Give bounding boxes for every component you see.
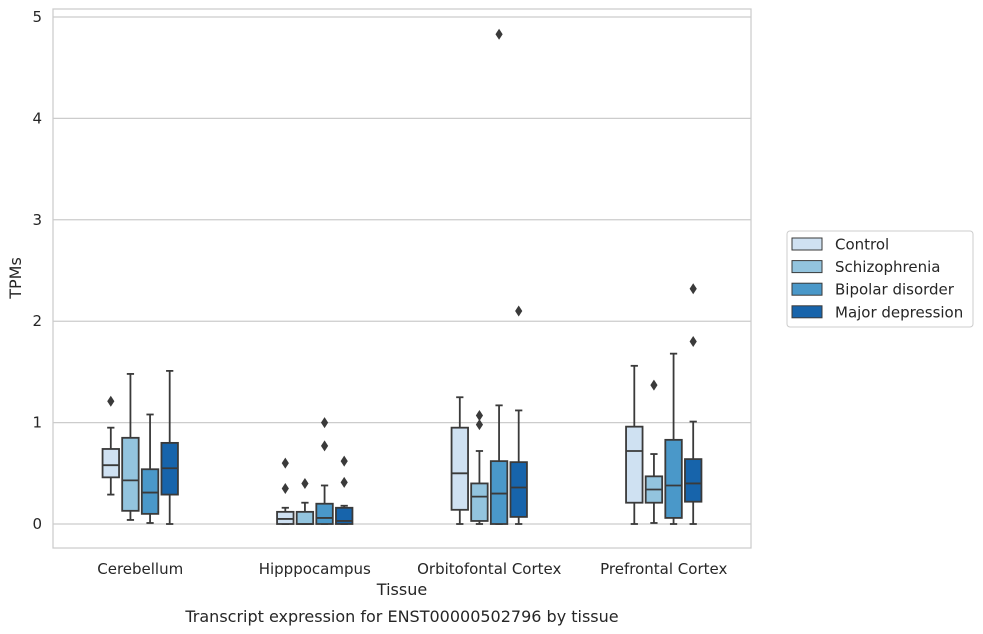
- box: [295, 477, 315, 525]
- y-tick-label: 0: [32, 515, 42, 533]
- outlier-point: [281, 483, 289, 495]
- box-body: [625, 425, 644, 504]
- category-group: [450, 28, 528, 525]
- outlier-point: [320, 417, 329, 429]
- legend-swatch: [791, 260, 823, 274]
- outlier-point: [495, 28, 503, 40]
- box: [450, 396, 469, 525]
- box-body: [315, 502, 334, 525]
- plot-frame: [52, 8, 752, 549]
- chart-title: Transcript expression for ENST0000050279…: [184, 607, 618, 626]
- x-tick-label: Orbitofontal Cortex: [417, 560, 561, 578]
- box-body: [489, 460, 509, 525]
- box-body: [684, 458, 703, 503]
- box-body: [450, 426, 469, 511]
- box: [644, 379, 664, 524]
- outlier-point: [301, 477, 309, 489]
- legend-swatch: [791, 282, 823, 296]
- box-body: [335, 506, 354, 525]
- y-tick-label: 4: [32, 109, 42, 127]
- y-axis-label: TPMs: [6, 257, 25, 300]
- box-body: [276, 510, 295, 525]
- box-body: [121, 436, 140, 512]
- legend-frame: [786, 230, 974, 328]
- outlier-point: [475, 419, 484, 431]
- box-body: [470, 482, 489, 522]
- outlier-point: [340, 455, 348, 467]
- outlier-point: [689, 335, 697, 347]
- box-body: [140, 468, 160, 515]
- box: [684, 283, 703, 525]
- grid-lines: [53, 16, 751, 525]
- category-group: [625, 283, 703, 525]
- y-tick-label: 3: [32, 211, 42, 229]
- x-axis-label: Tissue: [376, 580, 427, 599]
- legend-label: Control: [835, 236, 889, 254]
- y-tick-labels: 0 1 2 3 4 5: [32, 8, 42, 533]
- category-group: [101, 369, 179, 525]
- outlier-point: [689, 283, 697, 295]
- category-group: [276, 417, 354, 525]
- box: [470, 410, 489, 525]
- box: [101, 395, 120, 496]
- box-body: [101, 448, 120, 479]
- box-groups: [101, 28, 703, 525]
- legend-label: Major depression: [835, 303, 963, 321]
- box: [625, 364, 644, 525]
- outlier-point: [107, 395, 115, 407]
- box: [160, 369, 179, 525]
- outlier-point: [340, 476, 348, 488]
- x-tick-label: Cerebellum: [97, 560, 183, 578]
- box: [315, 417, 334, 525]
- outlier-point: [475, 410, 484, 422]
- x-tick-label: Hipppocampus: [259, 560, 371, 578]
- x-tick-label: Prefrontal Cortex: [600, 560, 727, 578]
- legend-entries: Control Schizophrenia Bipolar disorder Majo…: [791, 236, 963, 321]
- box: [140, 413, 160, 524]
- box: [335, 455, 354, 525]
- x-tick-labels: Cerebellum Hipppocampus Orbitofontal Corte…: [97, 560, 727, 578]
- y-tick-label: 5: [32, 8, 42, 26]
- box-body: [295, 510, 315, 525]
- y-tick-label: 1: [32, 414, 42, 432]
- box: [664, 352, 683, 525]
- box-body: [664, 438, 683, 519]
- box: [489, 28, 509, 525]
- outlier-point: [320, 440, 329, 452]
- legend-label: Bipolar disorder: [835, 281, 955, 299]
- legend-swatch: [791, 305, 823, 319]
- box-body: [509, 461, 528, 518]
- outlier-point: [650, 379, 658, 391]
- legend-label: Schizophrenia: [835, 258, 940, 276]
- outlier-point: [515, 305, 523, 317]
- box: [509, 305, 528, 525]
- box: [276, 457, 295, 525]
- y-tick-label: 2: [32, 312, 42, 330]
- legend-swatch: [791, 237, 823, 251]
- legend: Control Schizophrenia Bipolar disorder Majo…: [786, 230, 974, 328]
- outlier-point: [281, 457, 289, 469]
- box: [121, 373, 140, 521]
